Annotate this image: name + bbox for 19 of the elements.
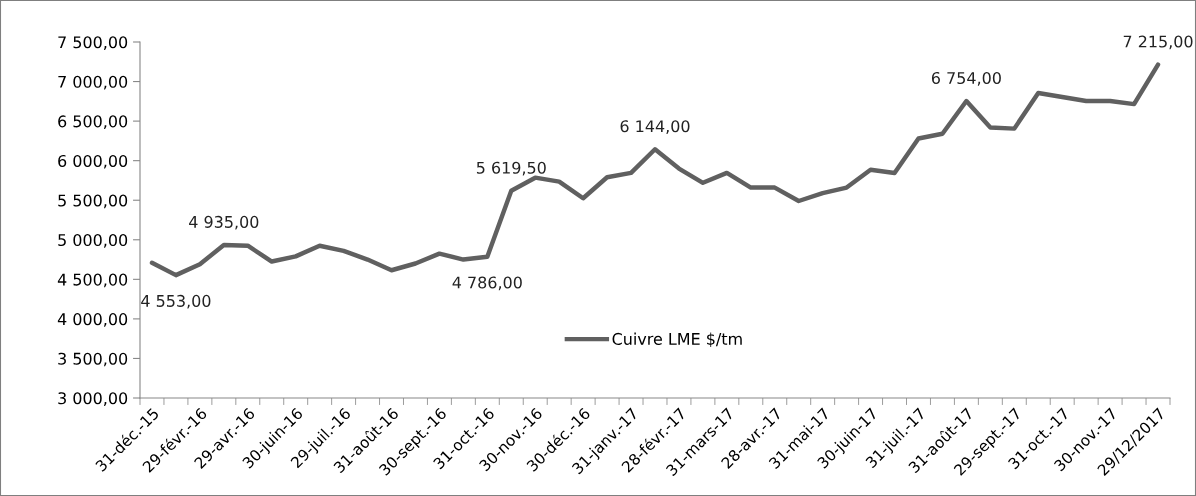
- y-tick-label: 5 500,00: [58, 194, 128, 209]
- y-tick-label: 5 000,00: [58, 233, 128, 248]
- data-label: 4 786,00: [452, 276, 522, 291]
- y-tick-label: 3 500,00: [58, 352, 128, 367]
- data-label: 4 553,00: [141, 294, 211, 309]
- data-label: 7 215,00: [1123, 35, 1193, 50]
- y-tick-label: 3 000,00: [58, 392, 128, 406]
- y-tick-label: 4 500,00: [57, 273, 128, 288]
- y-tick-label: 6 000,00: [58, 154, 128, 169]
- line-series: [149, 62, 1161, 278]
- data-label: 5 619,50: [476, 161, 546, 176]
- y-tick-label: 4 000,00: [57, 313, 128, 327]
- data-label: 4 935,00: [189, 215, 259, 230]
- data-label: 6 144,00: [620, 120, 690, 134]
- y-tick-label: 7 000,00: [58, 75, 128, 90]
- data-label: 6 754,00: [931, 71, 1001, 86]
- y-tick-label: 6 500,00: [58, 115, 128, 130]
- y-tick-label: 7 500,00: [58, 36, 128, 50]
- legend-label: Cuivre LME $/tm: [612, 332, 742, 348]
